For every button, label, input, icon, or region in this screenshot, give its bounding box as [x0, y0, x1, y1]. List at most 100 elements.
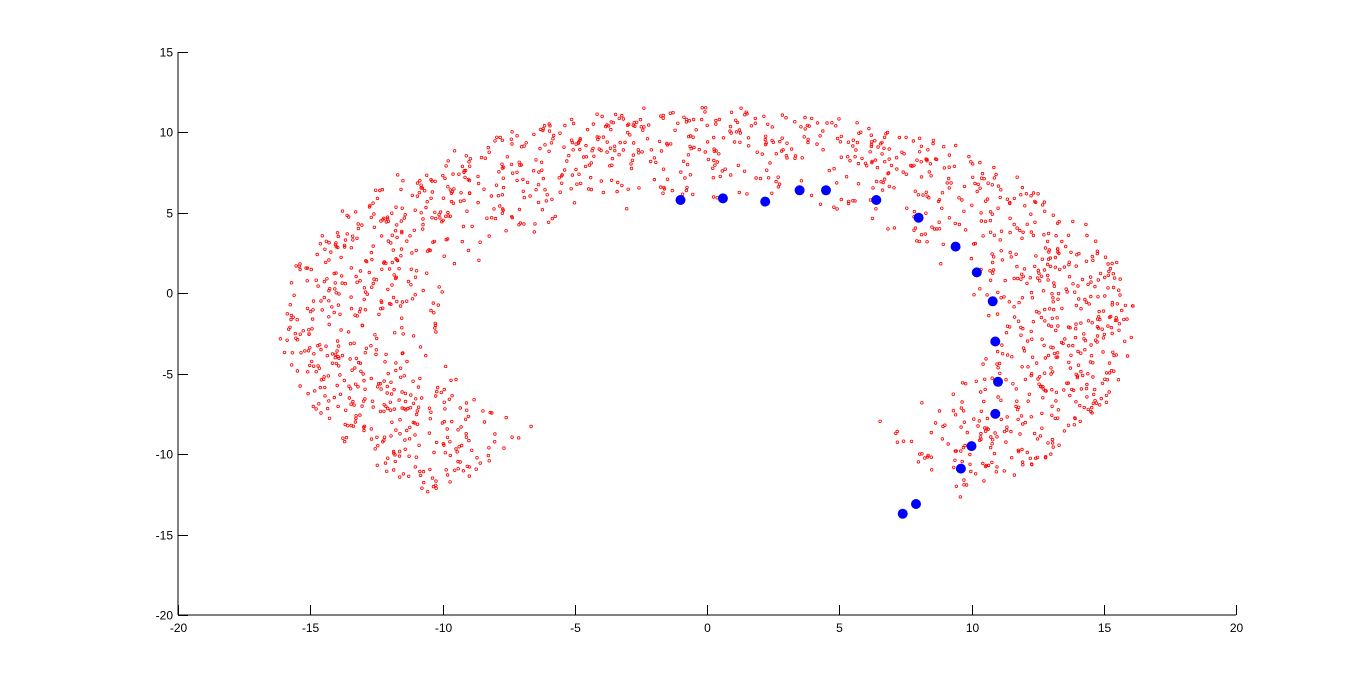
red-data-point [629, 166, 634, 171]
red-data-point [793, 119, 797, 124]
red-data-point [510, 214, 514, 219]
red-data-point [581, 155, 586, 159]
red-data-point [394, 257, 398, 261]
red-data-point [451, 201, 456, 205]
red-data-point [886, 171, 890, 176]
red-data-point [1080, 373, 1085, 378]
red-data-point [363, 308, 368, 312]
y-tick-label: 10 [160, 126, 174, 140]
red-data-point [421, 288, 425, 293]
red-data-point [1107, 371, 1112, 375]
red-data-point [1086, 407, 1090, 412]
red-data-point [311, 404, 315, 409]
red-data-point [954, 484, 959, 488]
red-data-point [1022, 349, 1027, 353]
red-data-point [466, 177, 470, 182]
red-data-point [308, 363, 312, 368]
red-data-point [390, 260, 394, 265]
red-data-point [327, 258, 331, 262]
blue-data-point [990, 336, 1001, 347]
red-data-point [434, 486, 438, 490]
red-data-point [367, 205, 372, 209]
red-data-point [1030, 337, 1034, 341]
red-data-point [1017, 405, 1021, 409]
red-data-point [1050, 316, 1054, 320]
red-data-point [497, 170, 501, 174]
red-data-point [917, 239, 922, 244]
red-data-point [464, 154, 468, 158]
red-data-point [951, 409, 956, 413]
red-data-point [412, 228, 416, 232]
red-data-point [382, 379, 386, 383]
red-data-point [882, 135, 887, 140]
red-data-point [399, 247, 404, 251]
blue-data-point [897, 508, 908, 519]
red-data-point [947, 165, 951, 169]
red-data-point [295, 318, 299, 322]
red-data-point [1028, 276, 1032, 280]
red-data-point [983, 387, 987, 392]
red-data-point [887, 157, 891, 161]
red-data-point [369, 376, 373, 381]
red-data-point [413, 293, 417, 297]
red-data-point [1079, 369, 1083, 374]
red-data-point [1051, 307, 1056, 312]
red-data-point [1049, 452, 1053, 456]
red-data-point [832, 166, 836, 171]
red-data-point [815, 121, 820, 125]
red-data-point [340, 209, 345, 213]
red-data-point [407, 474, 411, 478]
red-data-point [392, 273, 396, 277]
red-data-point [525, 180, 530, 185]
red-data-point [353, 366, 357, 370]
red-data-point [744, 110, 748, 114]
red-data-point [711, 175, 715, 180]
red-data-point [370, 257, 374, 262]
red-data-point [521, 189, 525, 193]
red-data-point [1030, 355, 1035, 359]
red-data-point [1027, 392, 1032, 396]
red-data-point [1037, 271, 1041, 275]
red-data-point [937, 220, 941, 224]
red-data-point [379, 307, 383, 311]
x-tick-label: -20 [170, 621, 188, 635]
red-data-point [718, 174, 722, 179]
red-data-point [683, 176, 687, 180]
red-data-point [493, 216, 498, 221]
red-data-point [374, 352, 378, 357]
red-data-point [587, 187, 591, 191]
red-data-point [918, 150, 922, 154]
red-data-point [382, 438, 386, 442]
red-data-point [574, 167, 578, 172]
red-data-point [684, 120, 689, 124]
red-data-point [889, 163, 894, 168]
red-data-point [504, 415, 508, 420]
red-data-point [915, 158, 919, 162]
red-data-point [1054, 390, 1059, 394]
red-data-point [1039, 315, 1044, 320]
red-data-point [1029, 373, 1033, 378]
red-data-point [982, 399, 986, 404]
red-data-point [1009, 429, 1013, 434]
red-data-point [732, 140, 737, 144]
red-data-point [428, 417, 432, 421]
red-data-point [993, 431, 997, 435]
red-data-point [409, 283, 413, 287]
red-data-point [1125, 354, 1130, 358]
red-data-point [676, 121, 680, 125]
red-data-point [349, 306, 354, 311]
red-data-point [517, 207, 522, 212]
red-data-point [308, 309, 313, 314]
red-data-point [477, 258, 481, 262]
red-data-point [1086, 319, 1091, 323]
red-data-point [874, 207, 878, 211]
red-data-point [930, 468, 934, 472]
red-data-point [575, 182, 579, 186]
red-data-point [630, 158, 635, 163]
red-data-point [1014, 252, 1018, 256]
red-data-point [1119, 308, 1124, 313]
red-data-point [437, 212, 441, 217]
red-data-point [1104, 393, 1109, 398]
red-data-point [780, 136, 784, 140]
red-data-point [1050, 388, 1054, 392]
